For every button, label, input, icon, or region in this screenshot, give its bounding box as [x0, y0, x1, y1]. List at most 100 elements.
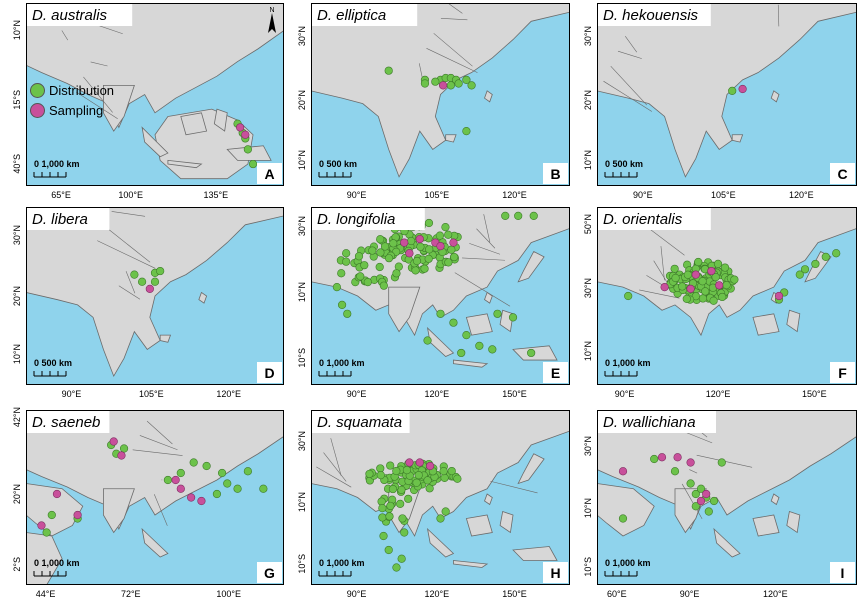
distribution-point: [407, 236, 416, 246]
x-tick-label: 120°E: [705, 389, 731, 399]
map-canvas: D. wallichiana I 0 1,000 km: [597, 410, 857, 585]
species-title-box: [27, 4, 133, 26]
scale-label: 0 1,000 km: [34, 558, 80, 568]
distribution-point: [412, 256, 422, 266]
country-border: [476, 228, 496, 249]
panel-letter: G: [264, 565, 275, 581]
x-tick-label: 90°E: [346, 190, 367, 200]
country-border: [447, 3, 463, 14]
y-tick-label: 20°N: [12, 483, 22, 504]
legend-item-sampling: Sampling: [30, 100, 114, 120]
distribution-point: [337, 269, 346, 278]
distribution-point: [259, 484, 268, 493]
distribution-dot-icon: [30, 82, 45, 98]
map-canvas: D. elliptica B 0 500 km: [311, 3, 570, 186]
scale-label: 0 1,000 km: [605, 358, 651, 368]
distribution-point: [380, 242, 390, 251]
distribution-point: [436, 309, 445, 318]
y-tick-label: 30°N: [297, 431, 307, 452]
panel-letter: F: [838, 365, 847, 381]
country-border: [125, 271, 136, 294]
distribution-point: [450, 252, 459, 262]
species-title: D. wallichiana: [603, 414, 696, 431]
country-border: [454, 272, 511, 307]
country-border: [118, 285, 141, 300]
distribution-point: [212, 489, 222, 499]
landmass-india: [103, 85, 134, 131]
country-border: [610, 65, 648, 106]
distribution-point: [691, 489, 700, 499]
scale-label: 0 500 km: [34, 358, 72, 368]
distribution-point: [342, 249, 351, 258]
x-tick-label: 100°E: [118, 190, 143, 200]
distribution-point: [354, 252, 364, 261]
distribution-point: [718, 292, 727, 302]
country-border: [418, 63, 423, 80]
x-tick-label: 150°E: [502, 589, 527, 599]
country-border: [681, 483, 703, 520]
sampling-point: [738, 84, 747, 94]
x-tick-label: 120°E: [789, 190, 814, 200]
distribution-point: [397, 554, 406, 563]
distribution-point: [378, 503, 387, 513]
distribution-point: [686, 479, 695, 488]
distribution-point: [392, 466, 401, 476]
sampling-point: [660, 282, 669, 292]
distribution-point: [453, 474, 462, 483]
map-panel-g: D. saeneb G 0 1,000 km: [26, 410, 284, 585]
landmass-taiwan: [485, 91, 493, 102]
landmass-philippines: [787, 310, 800, 331]
distribution-point: [423, 336, 432, 345]
sampling-point: [686, 284, 695, 293]
species-title: D. orientalis: [603, 211, 683, 228]
sampling-point: [405, 458, 414, 467]
distribution-point: [243, 145, 252, 154]
distribution-point: [189, 458, 198, 467]
distribution-point: [449, 318, 458, 327]
map-frame: [597, 410, 857, 585]
map-frame: [311, 207, 570, 385]
country-border: [777, 4, 780, 27]
x-tick-label: 120°E: [424, 589, 450, 599]
map-frame: [26, 3, 284, 186]
distribution-point: [444, 230, 453, 239]
scale-bar: 0 500 km: [604, 159, 643, 178]
distribution-point: [414, 471, 423, 480]
y-tick-label: 30°N: [583, 278, 593, 299]
panel-letter: H: [550, 565, 560, 581]
distribution-point: [704, 507, 713, 516]
sampling-point: [715, 281, 724, 290]
sampling-point: [702, 489, 711, 499]
distribution-point: [379, 281, 388, 290]
sampling-point: [415, 234, 424, 244]
landmass-hainan: [446, 135, 456, 142]
distribution-point: [650, 454, 659, 464]
map-frame: [311, 3, 570, 186]
distribution-point: [163, 475, 172, 485]
distribution-point: [392, 563, 401, 572]
distribution-point: [223, 479, 232, 488]
species-title: D. elliptica: [317, 7, 386, 24]
distribution-point: [343, 309, 352, 318]
distribution-point: [342, 257, 351, 266]
country-border: [603, 80, 652, 112]
panel-letter: E: [551, 365, 560, 381]
distribution-point: [176, 468, 185, 478]
map-panel-d: D. libera D 0 500 km: [26, 207, 284, 385]
y-tick-label: 10°S: [297, 553, 307, 574]
map-canvas: D. longifolia E 0 1,000 km: [311, 207, 570, 385]
x-tick-label: 105°E: [424, 190, 450, 200]
y-tick-label: 10°N: [12, 344, 22, 365]
sampling-point: [436, 242, 445, 251]
scale-bar: 0 1,000 km: [604, 558, 651, 577]
y-tick-label: 20°N: [297, 89, 307, 110]
landmass-japan: [518, 252, 544, 282]
distribution-point: [332, 282, 342, 292]
y-tick-label: 10°N: [583, 340, 593, 361]
scale-label: 0 1,000 km: [319, 558, 365, 568]
country-border: [90, 61, 108, 67]
distribution-point: [119, 444, 129, 453]
distribution-point: [398, 514, 407, 523]
species-title-box: [312, 411, 410, 433]
distribution-point: [800, 265, 810, 274]
